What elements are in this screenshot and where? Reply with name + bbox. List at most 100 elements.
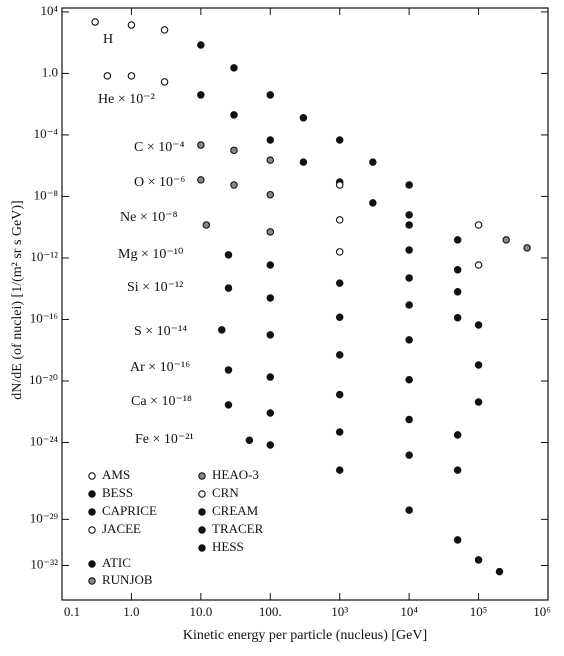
data-point: [474, 556, 483, 564]
data-point: [197, 176, 205, 184]
data-point: [266, 228, 275, 236]
legend-marker: [88, 526, 96, 534]
legend-label: TRACER: [212, 521, 264, 536]
data-point: [405, 211, 413, 219]
data-point: [335, 428, 344, 436]
data-point: [266, 136, 275, 144]
data-point: [474, 361, 483, 369]
data-point: [103, 72, 112, 80]
series-annotation: S × 10⁻¹⁴: [134, 324, 187, 339]
data-point: [266, 190, 275, 199]
data-point: [405, 246, 413, 254]
data-point: [453, 266, 462, 274]
legend-label: ATIC: [102, 555, 131, 570]
legend-marker: [198, 508, 206, 516]
data-point: [453, 431, 462, 439]
x-tick-label: 10⁶: [533, 604, 551, 619]
series-annotation: C × 10⁻⁴: [134, 140, 185, 155]
data-point: [405, 181, 413, 189]
data-point: [266, 261, 275, 269]
data-point: [502, 236, 510, 244]
y-tick-label: 10⁻⁴: [34, 126, 59, 141]
data-point: [523, 244, 531, 252]
data-point: [474, 398, 483, 406]
y-tick-label: 10⁻³²: [30, 556, 58, 571]
legend-marker: [198, 472, 206, 480]
data-point: [266, 373, 275, 381]
legend-marker: [198, 490, 206, 498]
legend-label: HESS: [212, 539, 244, 554]
legend-label: CAPRICE: [102, 503, 157, 518]
y-tick-label: 10⁻²⁰: [29, 372, 58, 387]
data-point: [335, 351, 344, 359]
y-tick-label: 10⁻¹²: [30, 249, 58, 264]
data-point: [453, 313, 462, 322]
legend-marker: [198, 526, 206, 534]
data-point: [266, 294, 275, 302]
data-point: [335, 466, 344, 474]
data-point: [335, 279, 344, 287]
data-point: [495, 567, 504, 576]
data-point: [202, 221, 211, 229]
data-point: [224, 284, 233, 292]
data-point: [369, 199, 377, 207]
x-axis-label: Kinetic energy per particle (nucleus) [G…: [183, 628, 427, 643]
data-point: [405, 376, 413, 384]
series-annotation: He × 10⁻²: [98, 92, 155, 107]
data-point: [127, 21, 136, 29]
data-point: [453, 236, 462, 244]
data-point: [197, 91, 205, 99]
data-point: [405, 506, 413, 514]
y-tick-label: 10⁻²⁴: [30, 433, 59, 448]
data-point: [405, 301, 413, 309]
legend-label: CRN: [212, 485, 239, 500]
data-point: [224, 401, 233, 409]
data-point: [453, 536, 462, 544]
data-point: [405, 274, 413, 282]
data-point: [266, 441, 275, 449]
data-point: [335, 390, 344, 399]
data-point: [266, 91, 275, 99]
data-point: [474, 321, 483, 329]
data-point: [453, 466, 462, 474]
data-point: [91, 18, 99, 26]
series-annotation: Ca × 10⁻¹⁸: [131, 394, 192, 409]
legend-marker: [88, 490, 96, 498]
data-point: [160, 78, 169, 86]
series-annotation: H: [103, 32, 113, 47]
data-point: [405, 415, 413, 424]
data-point: [405, 221, 413, 229]
data-point: [335, 181, 344, 189]
data-point: [224, 366, 233, 374]
data-point: [230, 111, 238, 119]
data-point: [335, 313, 344, 321]
legend-label: JACEE: [102, 521, 141, 536]
y-tick-label: 10⁻¹⁶: [30, 310, 58, 325]
legend-marker: [88, 560, 96, 568]
x-tick-label: 100.: [259, 604, 282, 619]
data-point: [299, 158, 308, 166]
data-point: [299, 114, 308, 122]
series-annotation: Fe × 10⁻²¹: [135, 432, 194, 447]
x-tick-label: 10⁵: [470, 604, 488, 619]
data-point: [245, 436, 254, 444]
data-point: [197, 41, 205, 49]
legend-label: BESS: [102, 485, 133, 500]
data-point: [405, 336, 413, 344]
data-point: [266, 156, 275, 164]
data-point: [197, 141, 205, 149]
y-tick-label: 10⁴: [40, 3, 58, 18]
series-annotation: Si × 10⁻¹²: [127, 280, 183, 295]
series-annotation: O × 10⁻⁶: [134, 175, 185, 190]
x-tick-label: 10³: [331, 604, 348, 619]
data-point: [230, 64, 238, 72]
data-point: [230, 181, 238, 189]
data-point: [453, 288, 462, 296]
data-point: [266, 331, 275, 339]
data-point: [160, 26, 169, 34]
legend-marker: [198, 544, 206, 552]
data-point: [474, 261, 483, 269]
x-tick-label: 10⁴: [400, 604, 418, 619]
